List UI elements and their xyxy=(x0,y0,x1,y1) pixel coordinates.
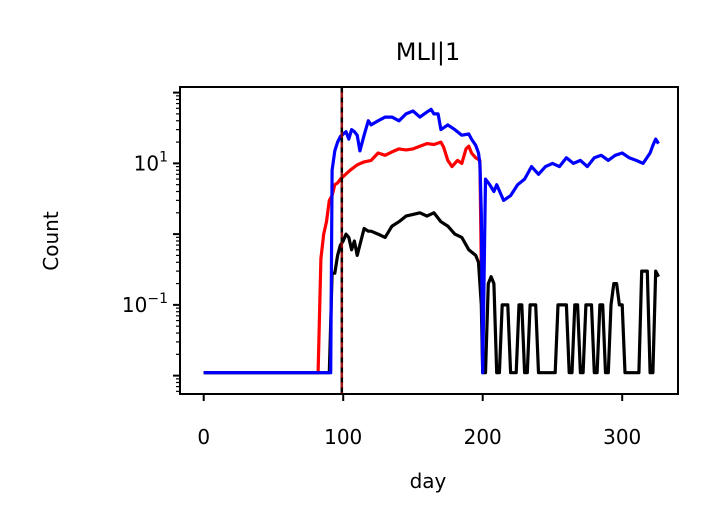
x-tick-label-2: 200 xyxy=(464,425,502,449)
series-line-2 xyxy=(203,107,660,375)
plot-area xyxy=(203,87,660,394)
x-tick-label-1: 100 xyxy=(324,425,362,449)
x-tick-label-0: 0 xyxy=(197,425,210,449)
y-tick-label-1: 101 xyxy=(134,149,168,175)
x-tick-label-3: 300 xyxy=(603,425,641,449)
y-axis-label: Count xyxy=(39,211,63,271)
series-group xyxy=(203,87,660,394)
series-line-1 xyxy=(203,211,660,375)
y-tick-label-0: 10−1 xyxy=(122,291,168,317)
chart-title: MLI|1 xyxy=(396,38,461,66)
axes: 0 100 200 300 10−1 101 xyxy=(122,86,679,449)
x-axis-label: day xyxy=(410,469,447,493)
